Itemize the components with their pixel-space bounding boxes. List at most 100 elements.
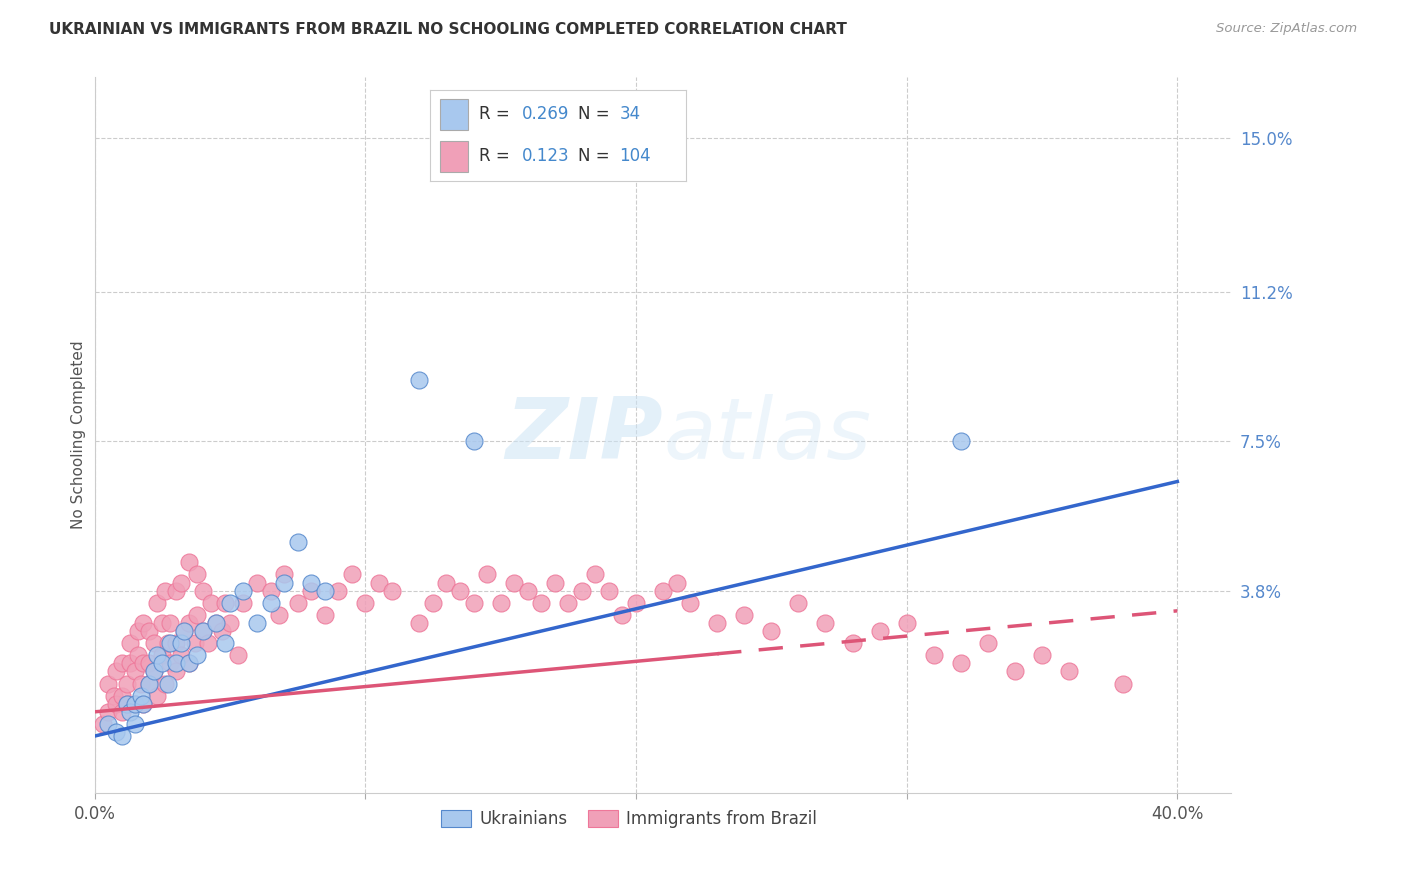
Point <box>219 615 242 630</box>
Point <box>173 624 195 638</box>
Point <box>179 555 201 569</box>
Point <box>354 596 377 610</box>
Point <box>436 575 458 590</box>
Point <box>475 567 498 582</box>
Point <box>118 657 141 671</box>
Text: UKRAINIAN VS IMMIGRANTS FROM BRAZIL NO SCHOOLING COMPLETED CORRELATION CHART: UKRAINIAN VS IMMIGRANTS FROM BRAZIL NO S… <box>49 22 846 37</box>
Point <box>489 596 512 610</box>
Point <box>530 596 553 610</box>
Point <box>138 657 160 671</box>
Point <box>191 583 214 598</box>
Point <box>105 697 128 711</box>
Point <box>232 596 254 610</box>
Point <box>219 596 242 610</box>
Point <box>267 607 290 622</box>
Point <box>129 689 152 703</box>
Point <box>463 596 485 610</box>
Point <box>115 697 138 711</box>
Point <box>165 665 187 679</box>
Point <box>179 657 201 671</box>
Point <box>869 624 891 638</box>
Point <box>949 657 972 671</box>
Point <box>197 636 219 650</box>
Point <box>127 624 149 638</box>
Point <box>408 615 430 630</box>
Point <box>170 575 193 590</box>
Point <box>841 636 863 650</box>
Point <box>706 615 728 630</box>
Point <box>516 583 538 598</box>
Point <box>733 607 755 622</box>
Point <box>165 636 187 650</box>
Point <box>314 607 336 622</box>
Point <box>159 615 181 630</box>
Point <box>463 434 485 449</box>
Point <box>186 648 208 663</box>
Point <box>111 729 134 743</box>
Point <box>124 665 146 679</box>
Point <box>191 624 214 638</box>
Point <box>814 615 837 630</box>
Point <box>153 676 176 690</box>
Point <box>211 624 233 638</box>
Point <box>129 676 152 690</box>
Point <box>159 657 181 671</box>
Point <box>679 596 702 610</box>
Point <box>287 596 309 610</box>
Point <box>381 583 404 598</box>
Point <box>598 583 620 598</box>
Point <box>132 657 155 671</box>
Point <box>179 615 201 630</box>
Point <box>146 596 169 610</box>
Point <box>787 596 810 610</box>
Text: ZIP: ZIP <box>505 393 664 476</box>
Point <box>557 596 579 610</box>
Point <box>214 636 236 650</box>
Point <box>544 575 567 590</box>
Legend: Ukrainians, Immigrants from Brazil: Ukrainians, Immigrants from Brazil <box>434 803 824 834</box>
Point <box>143 665 166 679</box>
Point <box>150 657 173 671</box>
Point <box>665 575 688 590</box>
Point <box>205 615 228 630</box>
Point <box>124 697 146 711</box>
Point <box>186 607 208 622</box>
Point <box>97 676 120 690</box>
Point <box>150 615 173 630</box>
Point <box>200 596 222 610</box>
Point <box>111 705 134 719</box>
Point <box>340 567 363 582</box>
Point <box>314 583 336 598</box>
Point <box>138 624 160 638</box>
Point <box>183 636 205 650</box>
Point <box>652 583 675 598</box>
Point <box>571 583 593 598</box>
Point <box>138 676 160 690</box>
Text: Source: ZipAtlas.com: Source: ZipAtlas.com <box>1216 22 1357 36</box>
Point <box>246 615 269 630</box>
Point <box>612 607 634 622</box>
Point <box>259 596 281 610</box>
Point <box>105 725 128 739</box>
Point <box>226 648 249 663</box>
Point <box>124 697 146 711</box>
Point <box>232 583 254 598</box>
Point <box>259 583 281 598</box>
Point <box>977 636 1000 650</box>
Point <box>97 717 120 731</box>
Point <box>153 583 176 598</box>
Point <box>299 575 322 590</box>
Point <box>422 596 444 610</box>
Point <box>111 657 134 671</box>
Y-axis label: No Schooling Completed: No Schooling Completed <box>72 341 86 529</box>
Point <box>503 575 526 590</box>
Point <box>408 374 430 388</box>
Point <box>214 596 236 610</box>
Point <box>150 648 173 663</box>
Point <box>328 583 350 598</box>
Point <box>105 665 128 679</box>
Point <box>205 615 228 630</box>
Point <box>191 624 214 638</box>
Point <box>165 583 187 598</box>
Point <box>186 567 208 582</box>
